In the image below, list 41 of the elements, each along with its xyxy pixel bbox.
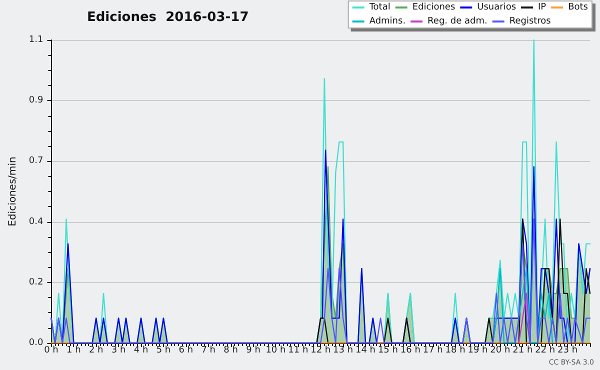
x-tick-label: 11 h: [288, 346, 308, 356]
x-tick-label: 14 h: [355, 346, 376, 356]
chart-title: Ediciones 2016-03-17: [87, 10, 249, 25]
x-tick-label: 16 h: [400, 346, 420, 356]
x-tick-label: 17 h: [422, 346, 443, 356]
x-tick-label: 0 h: [44, 346, 58, 356]
y-tick-label: 0.9: [28, 96, 44, 106]
x-tick-label: 1 h: [66, 346, 81, 356]
x-tick-label: 5 h: [156, 346, 171, 356]
x-tick-label: 4 h: [134, 346, 148, 356]
x-tick-label: 7 h: [201, 346, 216, 356]
x-tick-label: 20 h: [490, 346, 510, 356]
x-tick-label: 13 h: [333, 346, 354, 356]
x-tick-label: 15 h: [378, 346, 398, 356]
x-tick-label: 21 h: [512, 346, 533, 356]
legend-label: Usuarios: [477, 2, 516, 12]
y-tick-label: 0.2: [28, 277, 44, 288]
y-axis-title: Ediciones/min: [8, 156, 18, 226]
x-tick-label: 23 h: [558, 346, 578, 356]
x-tick-label: 22 h: [535, 346, 556, 356]
y-tick-label: 1.1: [28, 35, 44, 45]
x-tick-label: 3 h: [111, 346, 126, 356]
x-tick-label: 19 h: [468, 346, 488, 356]
y-tick-label: 0.7: [28, 156, 44, 166]
line-series: [492, 268, 554, 344]
x-tick-label: 6 h: [178, 346, 194, 356]
x-tick-label: 9 h: [246, 346, 260, 356]
legend-label: Reg. de adm.: [428, 16, 488, 26]
legend-label: Bots: [568, 2, 588, 12]
legend-label: Total: [368, 2, 390, 12]
x-tick-label: 8 h: [224, 346, 238, 356]
x-tick-label: 2 h: [88, 346, 104, 356]
legend-label: IP: [538, 2, 547, 12]
legend-label: Registros: [509, 16, 552, 26]
y-tick-label: 0.0: [28, 338, 44, 348]
x-tick-label: 18 h: [445, 346, 466, 356]
y-tick-label: 0.4: [28, 216, 44, 227]
legend-label: Ediciones: [412, 2, 456, 12]
x-tick-label: 12 h: [310, 346, 331, 356]
legend-label: Admins.: [369, 16, 406, 26]
x-tick-label: 10 h: [266, 346, 286, 356]
